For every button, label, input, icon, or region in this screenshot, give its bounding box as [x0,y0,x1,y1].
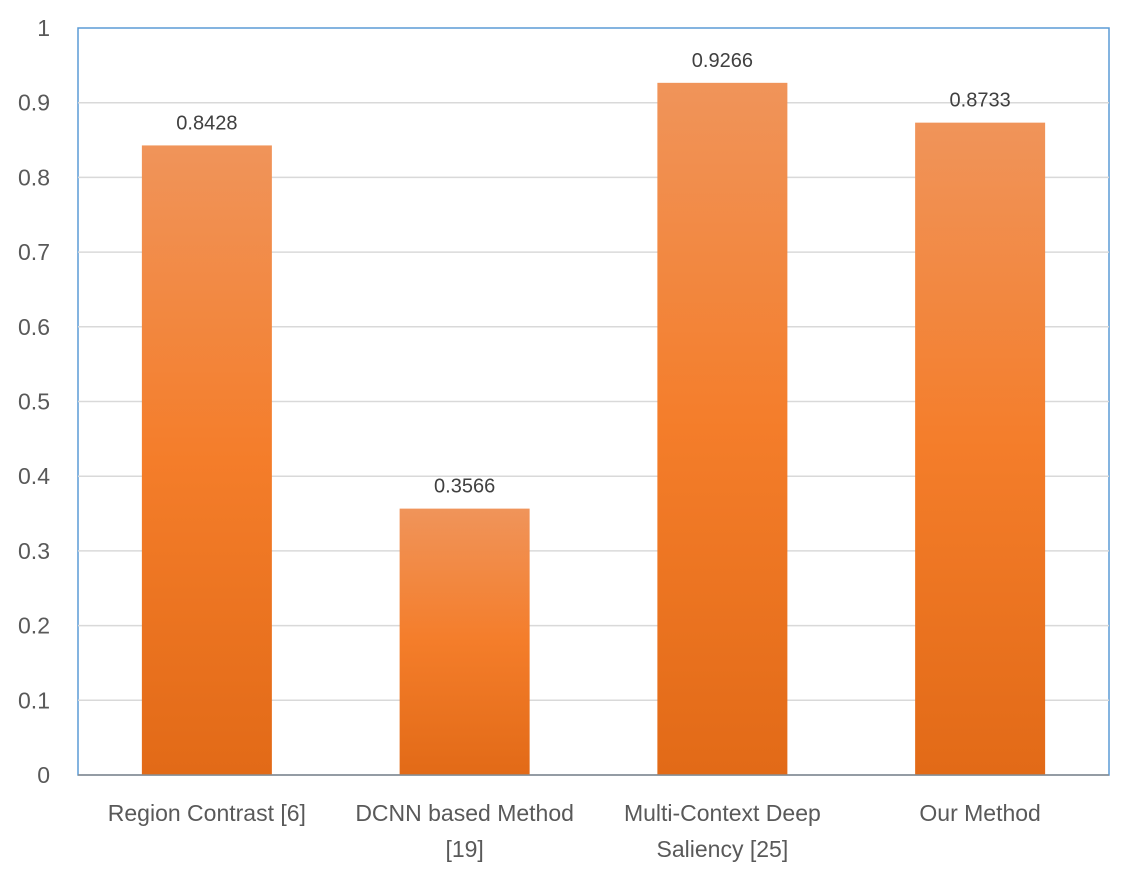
data-label: 0.3566 [434,476,495,498]
x-category-label: Saliency [25] [657,836,789,862]
y-tick-label: 0.6 [18,314,50,340]
y-tick-label: 0.3 [18,538,50,564]
y-tick-label: 0 [37,762,50,788]
x-category-label: [19] [445,836,483,862]
x-category-label: Multi-Context Deep [624,800,821,826]
y-tick-label: 0.5 [18,389,50,415]
x-category-label: Our Method [919,800,1040,826]
bar [657,82,788,775]
x-category-label: Region Contrast [6] [108,800,306,826]
y-tick-label: 0.2 [18,613,50,639]
y-tick-label: 0.4 [18,463,50,489]
bar [915,122,1046,775]
x-category-label: DCNN based Method [355,800,574,826]
x-axis-category-labels: Region Contrast [6] DCNN based Method [19]… [108,800,1041,862]
bar [141,145,272,775]
bars [141,82,1046,775]
data-label: 0.9266 [692,50,753,72]
y-tick-label: 0.9 [18,90,50,116]
bar [399,508,530,775]
data-labels: 0.8428 0.3566 0.9266 0.8733 [176,50,1010,498]
y-tick-label: 0.7 [18,239,50,265]
y-tick-label: 0.8 [18,164,50,190]
y-tick-label: 1 [37,15,50,41]
data-label: 0.8428 [176,112,237,134]
y-tick-label: 0.1 [18,687,50,713]
data-label: 0.8733 [950,90,1011,112]
y-axis-tick-labels: 0 0.1 0.2 0.3 0.4 0.5 0.6 0.7 0.8 0.9 1 [18,15,50,788]
